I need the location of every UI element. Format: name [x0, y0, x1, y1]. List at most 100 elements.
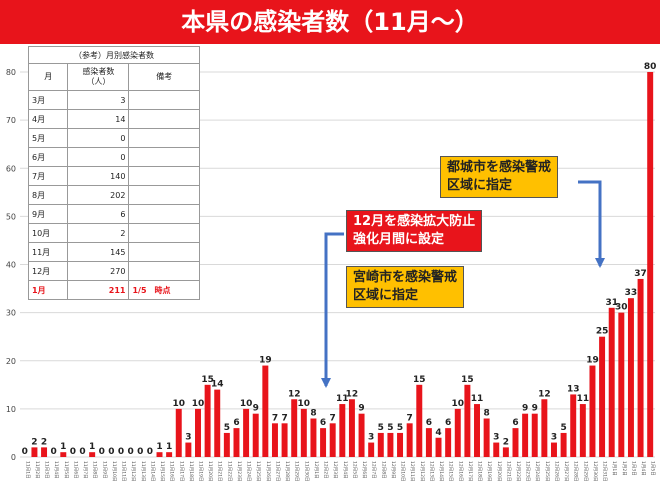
bar: [387, 432, 394, 457]
data-label: 2: [41, 437, 47, 447]
bar: [608, 307, 615, 457]
bar: [637, 278, 644, 457]
y-tick-label: 30: [6, 309, 16, 318]
y-tick-label: 60: [6, 164, 16, 173]
x-tick-label: 11月22日: [226, 461, 232, 481]
x-tick-label: 12月20日: [496, 461, 502, 481]
cell-month: 12月: [27, 261, 69, 281]
cell-count: 0: [67, 128, 130, 148]
bar: [195, 408, 201, 457]
data-label: 3: [551, 433, 557, 443]
table-row: 8月 202: [27, 185, 200, 205]
bar: [368, 442, 375, 457]
bar: [541, 399, 548, 457]
bar: [599, 336, 606, 457]
x-tick-label: 12月19日: [486, 461, 492, 481]
x-tick-label: 12月4日: [342, 461, 348, 479]
x-tick-label: 11月16日: [169, 461, 175, 481]
bar: [348, 399, 355, 457]
data-label: 30: [615, 303, 628, 313]
data-label: 0: [118, 447, 124, 457]
x-tick-label: 1月2日: [621, 461, 627, 476]
arrow-december-campaign-head: [321, 378, 331, 388]
data-label: 25: [596, 327, 609, 337]
bar: [560, 432, 567, 457]
x-tick-label: 11月11日: [121, 461, 127, 481]
data-label: 15: [201, 375, 214, 385]
bar: [358, 413, 365, 457]
cell-note: [128, 261, 200, 281]
bar: [454, 408, 461, 457]
data-label: 31: [605, 298, 618, 308]
bar: [493, 442, 500, 457]
data-label: 12: [288, 389, 301, 399]
x-tick-label: 11月7日: [82, 461, 88, 479]
data-label: 37: [634, 269, 647, 279]
x-tick-label: 11月18日: [188, 461, 194, 481]
data-label: 6: [445, 418, 451, 428]
data-label: 0: [70, 447, 76, 457]
data-label: 7: [272, 413, 278, 423]
data-label: 15: [413, 375, 426, 385]
monthly-cases-table: （参考）月別感染者数 月 感染者数 （人） 備考 3月 3 4月 14 5月 0 6月 0 7月…: [27, 46, 200, 300]
cell-note: [128, 166, 200, 186]
x-tick-label: 11月26日: [265, 461, 271, 481]
x-tick-label: 11月8日: [92, 461, 98, 479]
x-tick-label: 11月21日: [217, 461, 223, 481]
x-tick-label: 12月22日: [515, 461, 521, 481]
x-tick-label: 12月3日: [332, 461, 338, 479]
cell-note: [128, 90, 200, 110]
data-label: 10: [240, 399, 253, 409]
cell-count: 145: [67, 242, 130, 262]
data-label: 11: [471, 394, 484, 404]
table-row: 9月 6: [27, 204, 200, 224]
bar: [531, 413, 538, 457]
cell-count: 211: [67, 280, 130, 300]
bar: [233, 428, 240, 457]
cell-note: [128, 223, 200, 243]
x-tick-label: 12月12日: [419, 461, 425, 481]
cell-note: [128, 185, 200, 205]
data-label: 1: [89, 442, 95, 452]
cell-month: 5月: [27, 128, 69, 148]
table-row: 5月 0: [27, 128, 200, 148]
x-tick-label: 11月12日: [130, 461, 136, 481]
bar: [271, 423, 278, 457]
cell-month: 8月: [27, 185, 69, 205]
x-tick-label: 12月15日: [448, 461, 454, 481]
bar: [243, 408, 250, 457]
x-tick-label: 11月9日: [101, 461, 107, 479]
bar: [445, 428, 452, 457]
bar: [339, 404, 346, 457]
cell-month: 7月: [27, 166, 69, 186]
bar: [550, 442, 557, 457]
data-label: 33: [625, 288, 638, 298]
data-label: 1: [166, 442, 172, 452]
page-title: 本県の感染者数（11月～）: [181, 8, 479, 36]
x-tick-label: 12月9日: [390, 461, 396, 479]
bar: [435, 437, 442, 457]
bar: [185, 442, 192, 457]
data-label: 8: [483, 409, 489, 419]
x-tick-label: 11月27日: [274, 461, 280, 481]
bar: [156, 452, 163, 457]
x-tick-label: 11月23日: [236, 461, 242, 481]
y-tick-label: 80: [6, 68, 16, 77]
bar: [618, 312, 625, 457]
callout-miyakonojo-alert: 都城市を感染警戒 区域に指定: [440, 156, 559, 198]
data-label: 0: [22, 447, 28, 457]
x-tick-label: 11月2日: [34, 461, 40, 479]
cell-month: 3月: [27, 90, 69, 110]
bar: [589, 365, 596, 457]
data-label: 0: [51, 447, 57, 457]
data-label: 2: [503, 437, 509, 447]
data-label: 0: [147, 447, 153, 457]
cell-count: 6: [67, 204, 130, 224]
x-tick-label: 12月10日: [400, 461, 406, 481]
cell-month: 4月: [27, 109, 69, 129]
data-label: 3: [493, 433, 499, 443]
x-tick-label: 12月1日: [313, 461, 319, 479]
data-label: 12: [538, 389, 551, 399]
x-tick-label: 11月3日: [44, 461, 50, 479]
data-label: 3: [368, 433, 374, 443]
